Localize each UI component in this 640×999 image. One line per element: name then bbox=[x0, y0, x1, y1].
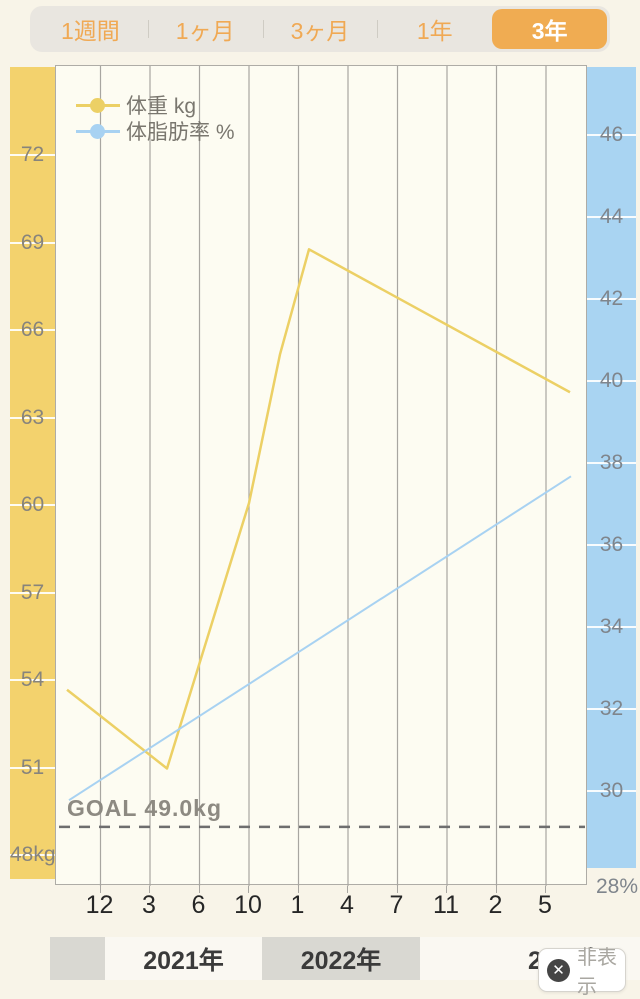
axis-tick-line bbox=[10, 679, 55, 681]
axis-tick-label: 54 bbox=[20, 668, 45, 691]
axis-tick-label: 69 bbox=[20, 230, 45, 254]
year-segment-0[interactable] bbox=[50, 937, 105, 980]
x-axis-tick bbox=[297, 886, 299, 893]
bodyfat-axis-band: 46 44 42 40 38 36 34 32 30 bbox=[587, 67, 636, 868]
x-axis-month-label: 3 bbox=[142, 891, 156, 919]
axis-tick-label: 32 bbox=[599, 697, 624, 720]
tab-period-0[interactable]: 1週間 bbox=[61, 18, 120, 44]
axis-tick-line bbox=[587, 298, 636, 300]
series-line-bodyfat bbox=[68, 475, 572, 802]
year-segment-1[interactable]: 2021年 bbox=[105, 937, 262, 980]
axis-tick-label: 44 bbox=[599, 205, 624, 228]
x-axis-month-label: 5 bbox=[538, 891, 552, 919]
axis-tick-line bbox=[587, 216, 636, 218]
weight-series-marker bbox=[76, 97, 120, 113]
axis-tick-line bbox=[10, 504, 55, 506]
axis-tick-line bbox=[587, 544, 636, 546]
x-axis-tick bbox=[347, 886, 348, 893]
x-axis-month-label: 2 bbox=[488, 891, 503, 919]
x-axis-month-label: 7 bbox=[389, 891, 404, 919]
axis-tick-line bbox=[10, 766, 55, 769]
axis-tick-label: 30 bbox=[599, 779, 624, 802]
axis-tick-label: 51 bbox=[20, 755, 45, 779]
axis-tick-label: 36 bbox=[599, 533, 624, 556]
axis-tick-label: 38 bbox=[599, 451, 624, 474]
tab-period-4[interactable]: 3年 bbox=[492, 9, 607, 49]
axis-tick-label: 57 bbox=[20, 580, 45, 604]
axis-tick-label: 40 bbox=[599, 369, 624, 392]
legend-row-bodyfat: 体脂肪率 % bbox=[76, 118, 235, 144]
tab-period-3[interactable]: 1年 bbox=[377, 9, 492, 49]
axis-tick-line bbox=[10, 329, 55, 331]
axis-tick-label: 66 bbox=[20, 318, 45, 341]
axis-tick-line bbox=[10, 591, 55, 594]
chart-canvas bbox=[59, 66, 585, 886]
series-line-weight bbox=[66, 248, 571, 770]
bodyfat-axis-bottom-label: 28% bbox=[596, 875, 639, 898]
tab-period-2[interactable]: 3ヶ月 bbox=[262, 9, 378, 49]
chart-plot-area: 体重 kg 体脂肪率 % GOAL 49.0kg bbox=[55, 65, 587, 886]
axis-tick-line bbox=[587, 708, 636, 710]
axis-tick-line bbox=[587, 134, 636, 136]
x-axis-month-label: 4 bbox=[340, 891, 354, 919]
axis-tick-line bbox=[10, 416, 55, 419]
period-segmented-control: 1週間 1ヶ月 3ヶ月 1年 3年 bbox=[30, 6, 610, 52]
axis-tick-line bbox=[587, 462, 636, 464]
legend-label-bodyfat: 体脂肪率 % bbox=[126, 121, 235, 144]
x-axis-tick bbox=[396, 886, 398, 893]
axis-tick-line bbox=[10, 854, 55, 856]
x-axis-month-label: 12 bbox=[85, 891, 114, 919]
axis-tick-line bbox=[587, 790, 636, 792]
axis-tick-label: 72 bbox=[20, 143, 45, 166]
axis-tick-line bbox=[10, 154, 55, 156]
axis-tick-line bbox=[10, 241, 55, 244]
circle-x-icon: ✕ bbox=[547, 958, 570, 982]
axis-tick-label: 34 bbox=[599, 615, 624, 638]
x-axis-tick bbox=[248, 886, 249, 893]
x-axis-tick bbox=[99, 886, 101, 893]
axis-tick-label: 63 bbox=[20, 405, 45, 429]
x-axis-tick bbox=[149, 886, 150, 893]
axis-tick-label: 42 bbox=[599, 287, 624, 310]
x-axis-tick bbox=[198, 886, 200, 893]
axis-tick-line bbox=[587, 380, 636, 382]
x-axis-tick bbox=[446, 886, 447, 893]
legend-label-weight: 体重 kg bbox=[126, 95, 197, 118]
x-axis-month-label: 6 bbox=[191, 891, 206, 919]
chart-legend: 体重 kg 体脂肪率 % bbox=[76, 92, 235, 144]
axis-unit-label: 48kg bbox=[10, 843, 56, 866]
weight-axis-band: 72 69 66 63 60 57 54 51 48kg bbox=[10, 67, 56, 879]
x-axis-tick bbox=[495, 886, 497, 893]
year-segment-2[interactable]: 2022年 bbox=[262, 937, 420, 980]
legend-row-weight: 体重 kg bbox=[76, 92, 235, 118]
x-axis-month-label: 11 bbox=[433, 891, 459, 919]
goal-label: GOAL 49.0kg bbox=[67, 795, 223, 821]
x-axis-month-label: 1 bbox=[290, 891, 305, 919]
x-axis-month-label: 10 bbox=[234, 891, 262, 919]
axis-tick-label: 46 bbox=[599, 123, 624, 146]
axis-tick-label: 60 bbox=[20, 493, 45, 516]
tab-period-1[interactable]: 1ヶ月 bbox=[147, 9, 263, 49]
bodyfat-series-marker bbox=[76, 123, 120, 139]
x-axis-tick bbox=[545, 886, 546, 893]
hide-button[interactable]: ✕ 非表示 bbox=[538, 947, 626, 998]
axis-tick-line bbox=[587, 626, 636, 628]
hide-button-label: 非表示 bbox=[577, 947, 617, 998]
